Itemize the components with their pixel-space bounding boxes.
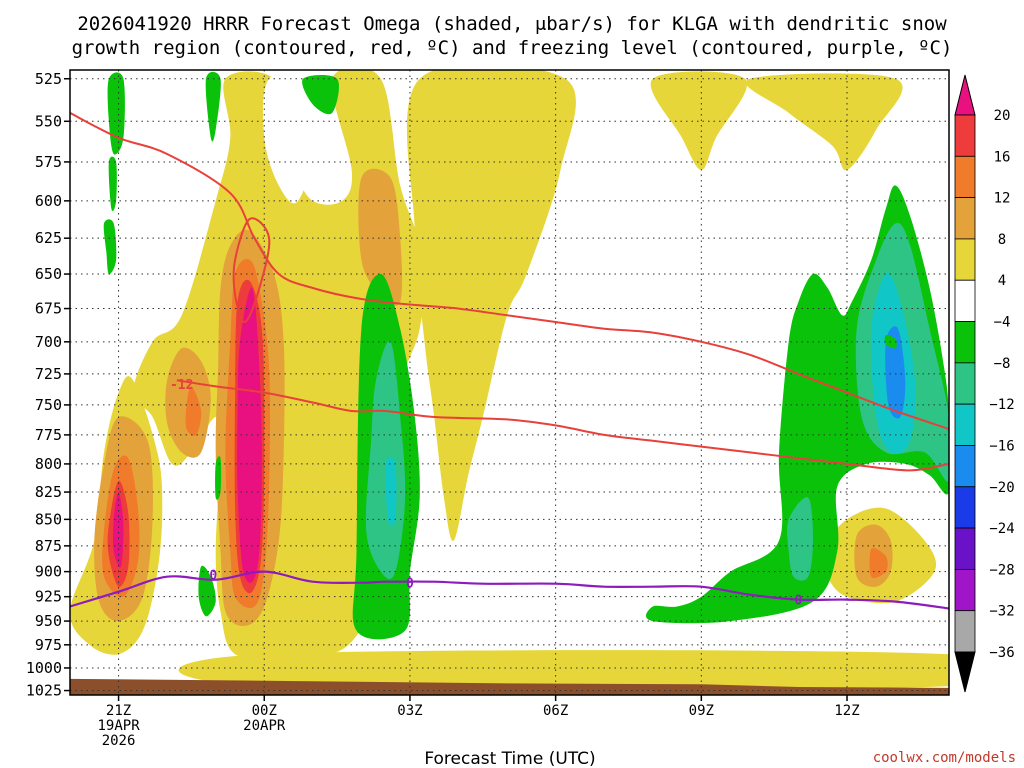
x-tick-label-15-0: 12Z bbox=[834, 703, 859, 719]
dgz-contour-1 bbox=[176, 379, 949, 472]
y-tick-label-650: 650 bbox=[35, 265, 62, 283]
y-tick-label-825: 825 bbox=[35, 483, 62, 501]
colorbar-label-7: −12 bbox=[989, 397, 1014, 413]
dgz-contour-label: -12 bbox=[170, 378, 193, 393]
omega-region-26 bbox=[215, 456, 222, 500]
y-tick-label-950: 950 bbox=[35, 612, 62, 630]
colorbar-swatch-5 bbox=[954, 321, 976, 364]
colorbar-label-6: −8 bbox=[994, 356, 1011, 372]
omega-region-2 bbox=[406, 70, 576, 541]
y-tick-label-550: 550 bbox=[35, 112, 62, 130]
colorbar-label-12: −32 bbox=[989, 604, 1014, 620]
y-tick-label-600: 600 bbox=[35, 192, 62, 210]
colorbar-swatch-9 bbox=[954, 486, 976, 529]
omega-region-31 bbox=[787, 497, 813, 581]
colorbar-label-2: 12 bbox=[994, 191, 1011, 207]
dgz-contour-loop bbox=[232, 217, 271, 323]
x-tick-label-3-0: 00Z bbox=[252, 703, 277, 719]
omega-region-6 bbox=[178, 650, 949, 691]
omega-region-34 bbox=[885, 326, 906, 419]
y-tick-label-575: 575 bbox=[35, 153, 62, 171]
y-tick-label-850: 850 bbox=[35, 510, 62, 528]
colorbar-swatch-3 bbox=[954, 238, 976, 281]
colorbar-swatch-2 bbox=[954, 197, 976, 240]
omega-region-4 bbox=[745, 73, 903, 171]
omega-region-20 bbox=[262, 71, 320, 204]
colorbar-label-5: −4 bbox=[994, 315, 1011, 331]
x-tick-label-0-1: 19APR bbox=[97, 718, 140, 734]
colorbar-swatch-0 bbox=[954, 114, 976, 157]
x-axis-label: Forecast Time (UTC) bbox=[424, 749, 595, 768]
colorbar-swatch-7 bbox=[954, 403, 976, 446]
x-tick-label-6-0: 03Z bbox=[397, 703, 422, 719]
y-tick-label-1000: 1000 bbox=[26, 659, 62, 677]
colorbar-top-arrow bbox=[954, 74, 976, 116]
x-tick-label-9-0: 06Z bbox=[543, 703, 568, 719]
omega-region-19 bbox=[237, 287, 262, 583]
omega-region-18 bbox=[112, 492, 124, 568]
y-tick-label-675: 675 bbox=[35, 300, 62, 318]
y-tick-label-725: 725 bbox=[35, 365, 62, 383]
omega-region-13 bbox=[185, 386, 202, 436]
y-tick-label-1025: 1025 bbox=[26, 682, 62, 700]
omega-region-9 bbox=[358, 168, 403, 306]
colorbar-label-3: 8 bbox=[998, 232, 1006, 248]
freezing-level-label-0: 0 bbox=[209, 569, 217, 584]
x-tick-label-3-1: 20APR bbox=[243, 718, 286, 734]
omega-region-22 bbox=[108, 156, 117, 212]
chart-title-line-2: growth region (contoured, red, ºC) and f… bbox=[72, 37, 953, 59]
colorbar-label-0: 20 bbox=[994, 108, 1011, 124]
omega-region-15 bbox=[869, 548, 888, 578]
colorbar-swatch-8 bbox=[954, 445, 976, 488]
surface-terrain bbox=[70, 678, 949, 695]
colorbar-swatch-4 bbox=[954, 279, 976, 322]
omega-region-35 bbox=[385, 457, 397, 527]
colorbar-swatch-1 bbox=[954, 155, 976, 199]
colorbar-bottom-arrow bbox=[954, 651, 976, 693]
colorbar-label-10: −24 bbox=[989, 521, 1014, 537]
colorbar-label-13: −36 bbox=[989, 645, 1014, 661]
y-tick-label-700: 700 bbox=[35, 333, 62, 351]
freezing-level-line bbox=[70, 570, 949, 610]
colorbar-label-11: −28 bbox=[989, 562, 1014, 578]
colorbar-label-1: 16 bbox=[994, 149, 1011, 165]
plot-frame bbox=[69, 69, 950, 696]
omega-region-3 bbox=[650, 71, 748, 170]
colorbar-label-9: −20 bbox=[989, 480, 1014, 496]
y-tick-label-625: 625 bbox=[35, 229, 62, 247]
colorbar-swatch-10 bbox=[954, 527, 976, 570]
y-tick-label-750: 750 bbox=[35, 396, 62, 414]
dgz-contour-0 bbox=[70, 112, 949, 430]
y-tick-label-975: 975 bbox=[35, 636, 62, 654]
colorbar-label-8: −16 bbox=[989, 438, 1014, 454]
x-tick-label-0-2: 2026 bbox=[102, 733, 136, 749]
surface-fill bbox=[70, 678, 949, 695]
omega-region-25 bbox=[302, 75, 339, 115]
colorbar-label-4: 4 bbox=[998, 273, 1006, 289]
y-tick-label-525: 525 bbox=[35, 70, 62, 88]
freezing-level-label-2: 0 bbox=[795, 594, 803, 609]
x-tick-label-12-0: 09Z bbox=[689, 703, 714, 719]
chart-title-line-1: 2026041920 HRRR Forecast Omega (shaded, … bbox=[77, 13, 947, 35]
grid-lines bbox=[70, 70, 949, 695]
freezing-level-label-1: 0 bbox=[406, 577, 414, 592]
x-tick-label-0-0: 21Z bbox=[106, 703, 131, 719]
y-tick-label-925: 925 bbox=[35, 588, 62, 606]
credit-text: coolwx.com/models bbox=[873, 750, 1016, 766]
contour-lines: -12 0 0 0 bbox=[70, 112, 949, 610]
y-tick-label-775: 775 bbox=[35, 426, 62, 444]
y-tick-label-900: 900 bbox=[35, 563, 62, 581]
y-tick-label-800: 800 bbox=[35, 455, 62, 473]
colorbar-swatch-11 bbox=[954, 568, 976, 612]
y-tick-label-875: 875 bbox=[35, 537, 62, 555]
colorbar: 20 16 12 8 4 −4 −8 −12 −16 −20 −24 −28 −32 −36 bbox=[954, 74, 1015, 693]
colorbar-swatch-6 bbox=[954, 362, 976, 405]
omega-shading bbox=[70, 70, 949, 691]
pressure-axis: 525 550 575 600 625 650 675 700 725 750 775 800 825 8… bbox=[26, 70, 70, 700]
omega-region-21 bbox=[103, 219, 117, 275]
omega-region-24 bbox=[205, 71, 221, 142]
colorbar-swatch-12 bbox=[954, 610, 976, 653]
